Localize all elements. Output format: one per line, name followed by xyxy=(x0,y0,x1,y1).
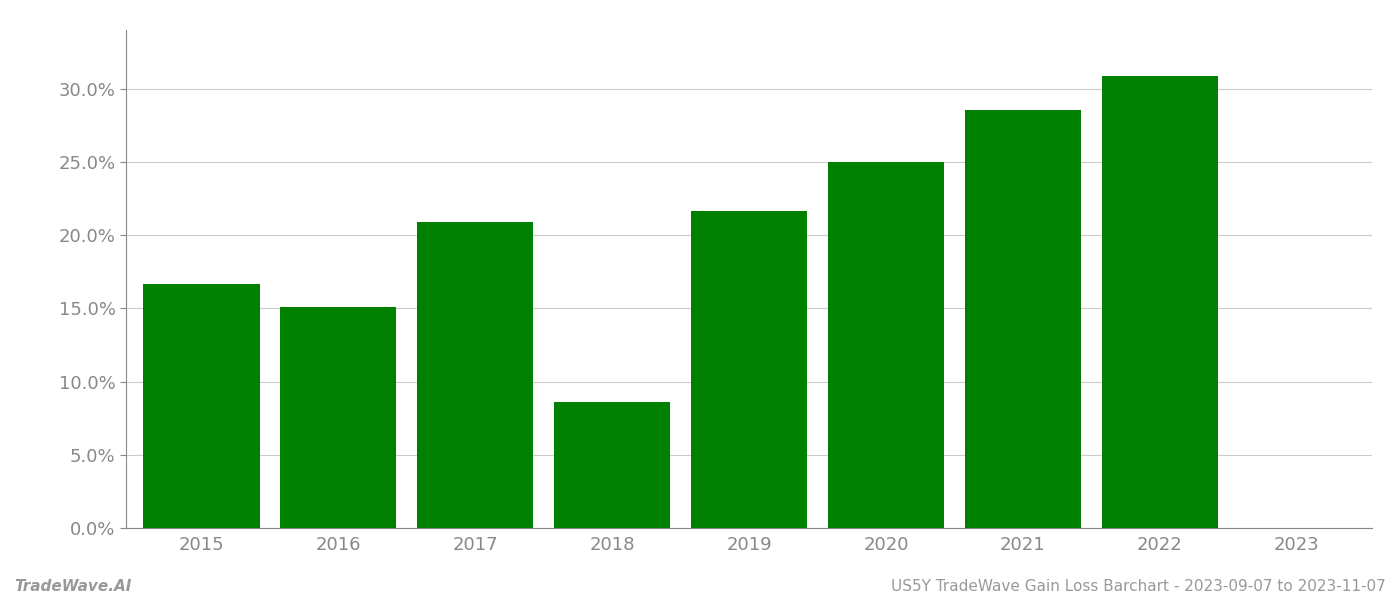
Bar xyxy=(417,222,533,528)
Bar xyxy=(1102,76,1218,528)
Bar xyxy=(143,284,259,528)
Bar xyxy=(827,162,944,528)
Text: TradeWave.AI: TradeWave.AI xyxy=(14,579,132,594)
Text: US5Y TradeWave Gain Loss Barchart - 2023-09-07 to 2023-11-07: US5Y TradeWave Gain Loss Barchart - 2023… xyxy=(892,579,1386,594)
Bar xyxy=(554,402,671,528)
Bar xyxy=(280,307,396,528)
Bar xyxy=(690,211,808,528)
Bar xyxy=(965,110,1081,528)
